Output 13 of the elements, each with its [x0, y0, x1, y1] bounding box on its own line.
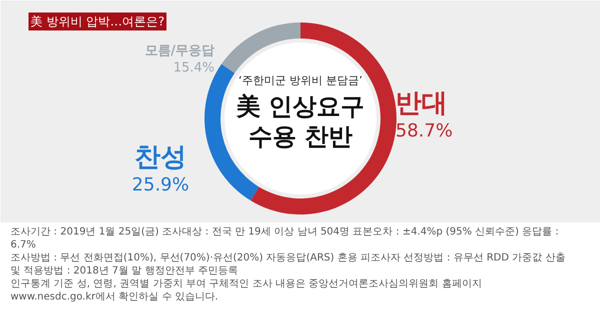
text: 조사기간 : 2019년 1월 25일(금) 조사대상 : 전국 만 19세 이상 남녀 504명 표본오차 : ±4.4%p (95% 신뢰수준) 응답률 : 6.7%	[10, 226, 559, 250]
data-label: 15.4%	[173, 60, 215, 76]
text: 美 인상요구	[235, 92, 365, 120]
text: ‘주한미군 방위비 분담금’	[238, 74, 363, 87]
slice-label: 찬성	[134, 142, 186, 172]
data-label: 25.9%	[132, 174, 190, 196]
slice-label: 모름/무응답	[144, 44, 214, 58]
slice-label: 반대	[396, 88, 448, 118]
chart-title: 美 방위비 압박…여론은?	[30, 14, 164, 28]
text: 조사방법 : 무선 전화면접(10%), 무선(70%)·유선(20%) 자동응답(ARS) 혼용 피조사자 선정방법 : 유무선 RDD 가중값 산출 및 적용방법 : 2018년 7월 말 행정안전부 주민등록	[10, 252, 566, 276]
data-label: 58.7%	[396, 120, 453, 142]
text: 인구통계 기준 성, 연령, 권역별 가중치 부여 구체적인 조사 내용은 중앙선거여론조사심의위원회 홈페이지 www.nesdc.go.kr에서 확인하실 수 있습니다.	[10, 278, 482, 302]
text: 수용 찬반	[248, 122, 353, 150]
